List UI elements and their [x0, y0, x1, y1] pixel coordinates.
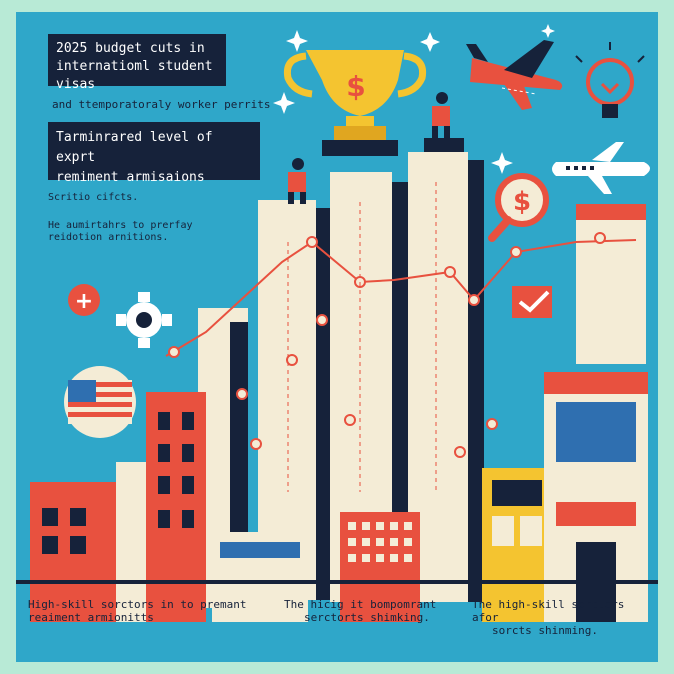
footer-line: The high-skill sorctors afor — [472, 598, 625, 624]
small-airplane-icon — [552, 142, 650, 194]
header-box-visa-cuts: 2025 budget cuts in internatioml student… — [48, 34, 226, 92]
building-center — [212, 512, 420, 622]
plus-symbol: + — [75, 289, 93, 314]
footer-line: sorcts shinming. — [492, 624, 598, 637]
header-subline: and ttemporatoraly worker perrits — [52, 98, 271, 111]
person-icon — [288, 158, 306, 204]
trend-line — [165, 239, 637, 357]
dollar-symbol: $ — [513, 187, 531, 217]
trophy-icon: $ — [283, 50, 427, 156]
sparkle-icon — [420, 32, 440, 52]
header-line: remiment armisaions — [56, 170, 205, 185]
person-icon — [432, 92, 450, 140]
footer-caption-3: The high-skill sorctors afor sorcts shin… — [472, 598, 656, 637]
dollar-magnifier-icon: $ — [488, 173, 549, 242]
header-line: internatioml student visas — [56, 59, 213, 92]
flag-icon — [64, 366, 136, 438]
footer-line: reaiment armionitts — [28, 611, 154, 624]
sparkle-icon — [491, 152, 513, 174]
small-caption-line: He aumirtahrs to prerfay — [48, 220, 193, 231]
trend-points — [168, 232, 606, 458]
sparkle-icon — [541, 24, 555, 38]
footer-line: The hicig it bompomrant — [284, 598, 437, 611]
small-caption-line: reidotion arnitions. — [48, 232, 169, 243]
footer-line: High-skill sorctors in to premant — [28, 598, 247, 611]
small-caption: Scritio cifcts. — [48, 192, 139, 203]
building-right — [482, 372, 648, 622]
header-line: Tarminrared level of exprt — [56, 130, 213, 165]
small-caption: He aumirtahrs to prerfay reidotion arnit… — [48, 220, 193, 244]
sparkle-icon — [273, 92, 295, 114]
infographic-panel: $ — [16, 12, 658, 662]
trophy-dollar-symbol: $ — [346, 70, 365, 103]
light-bulb-icon — [575, 42, 645, 118]
footer-caption-2: The hicig it bompomrant serctorts shimki… — [284, 598, 464, 624]
header-box-expert-level: Tarminrared level of exprt remiment armi… — [48, 122, 260, 185]
header-line: 2025 budget cuts in — [56, 41, 205, 56]
sparkles — [273, 24, 555, 174]
airplane-icon — [466, 40, 563, 110]
footer-line: serctorts shimking. — [304, 611, 430, 624]
illustration-layer: $ — [16, 24, 658, 622]
plus-circle-icon: + — [68, 284, 100, 316]
checkbox-icon — [512, 286, 552, 318]
footer-caption-1: High-skill sorctors in to premant reaime… — [28, 598, 278, 624]
gear-icon — [116, 292, 172, 348]
sparkle-icon — [286, 30, 308, 52]
